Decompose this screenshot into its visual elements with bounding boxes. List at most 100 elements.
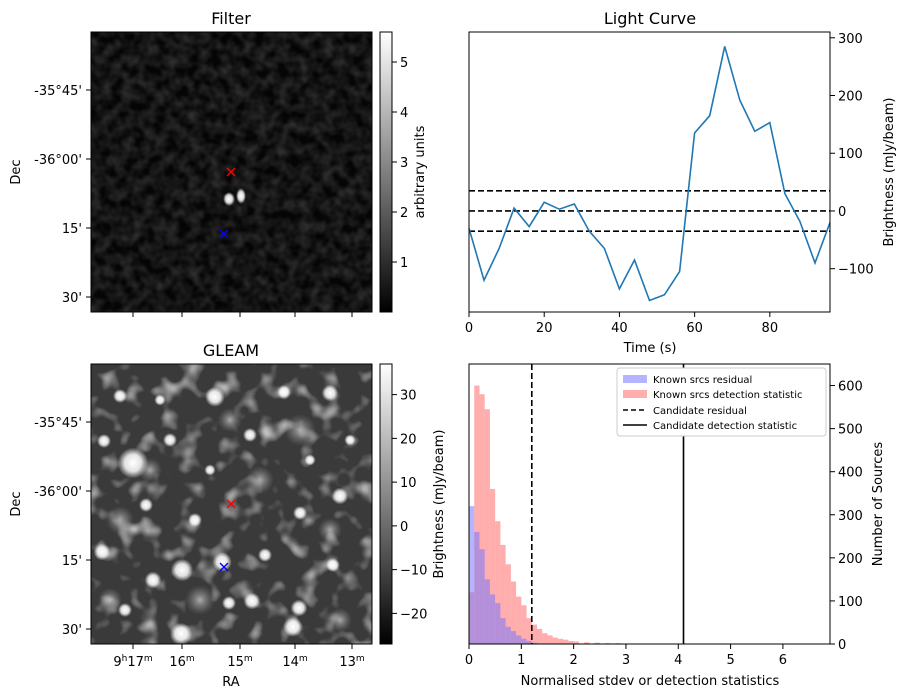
- sky-source: [258, 548, 272, 562]
- x-tick-label: 0: [465, 321, 473, 336]
- residual-bar: [516, 635, 522, 644]
- lightcurve-y-ticks: 300 200 100 0 −100: [830, 32, 874, 278]
- sky-diffuse-emission: [284, 414, 316, 446]
- sky-source: [97, 434, 111, 448]
- y-tick-label: 400: [838, 466, 863, 481]
- gleam-title: GLEAM: [203, 341, 259, 360]
- lightcurve-panel: Light Curve 0 20 40 60 80 300 200 100 0 −100 Tim…: [465, 9, 897, 356]
- dec-tick-label: 30': [62, 291, 82, 306]
- colorbar-tick-label: 4: [400, 106, 408, 121]
- colorbar-tick-label: 10: [400, 476, 417, 491]
- detection-bar: [484, 409, 490, 644]
- dec-tick-label: 30': [62, 623, 82, 638]
- sky-source: [205, 387, 225, 407]
- detection-bar: [557, 638, 564, 644]
- gleam-colorbar-ticks: 30 20 10 0 −10 −20: [392, 389, 427, 622]
- y-tick-label: 200: [838, 90, 863, 105]
- gleam-ylabel: Dec: [9, 491, 24, 516]
- detection-bar: [495, 521, 501, 644]
- histogram-panel: 0 1 2 3 4 5 6 0 100 200 300 400 500 600 Normalised s…: [465, 363, 886, 689]
- dec-tick-label: -36°00': [34, 153, 82, 168]
- filter-colorbar: [379, 31, 393, 313]
- detection-bar: [500, 544, 506, 644]
- ra-tick-label: 14m: [282, 654, 307, 670]
- sky-diffuse-emission: [318, 518, 342, 542]
- detection-bar: [479, 394, 485, 644]
- known-source-marker: [219, 229, 229, 239]
- detection-bar: [542, 633, 548, 644]
- legend-label-candidate-residual: Candidate residual: [653, 406, 747, 417]
- detection-bar: [526, 618, 532, 644]
- filter-panel: Filter -35°45' -36°00' 15' 30' Dec 1 2 3 4 5 ar…: [9, 9, 428, 317]
- residual-bar: [489, 594, 496, 644]
- colorbar-tick-label: 20: [400, 432, 417, 447]
- gleam-colorbar-label: Brightness (mJy/beam): [432, 430, 447, 579]
- lightcurve-xlabel: Time (s): [623, 341, 677, 356]
- filter-colorbar-ticks: 1 2 3 4 5: [392, 56, 408, 271]
- x-tick-label: 40: [611, 321, 628, 336]
- detection-bar: [563, 639, 569, 644]
- detection-bar: [531, 624, 538, 644]
- sky-diffuse-emission: [328, 608, 352, 632]
- filter-y-ticks: -35°45' -36°00' 15' 30': [34, 84, 91, 306]
- y-tick-label: 500: [838, 423, 863, 438]
- gleam-x-ticks: 9h17m 16m 15m 14m 13m: [113, 644, 365, 670]
- filter-ylabel: Dec: [9, 159, 24, 184]
- colorbar-tick-label: 30: [400, 389, 417, 404]
- sky-source: [222, 596, 236, 610]
- detection-bar: [489, 488, 496, 644]
- detection-bar: [510, 581, 517, 644]
- residual-bar: [526, 640, 532, 644]
- residual-bar: [484, 579, 490, 644]
- detection-bar: [594, 642, 600, 644]
- sky-source: [212, 552, 232, 572]
- dec-tick-label: -35°45': [34, 84, 82, 99]
- detection-bar: [537, 628, 543, 644]
- lightcurve-threshold-lines: [469, 189, 830, 232]
- histogram-bars: [469, 385, 632, 644]
- histogram-y-ticks: 0 100 200 300 400 500 600: [830, 380, 863, 653]
- x-tick-label: 0: [465, 653, 473, 668]
- sky-source: [204, 464, 216, 476]
- residual-bar: [479, 549, 485, 644]
- y-tick-label: 0: [838, 205, 846, 220]
- candidate-marker: [226, 167, 236, 177]
- dec-tick-label: 15': [62, 554, 82, 569]
- sky-diffuse-emission: [185, 585, 215, 615]
- filter-frame: [90, 31, 373, 313]
- sky-source: [243, 428, 257, 442]
- sky-source: [293, 506, 307, 520]
- gleam-y-ticks: -35°45' -36°00' 15' 30': [34, 416, 91, 638]
- ra-tick-label: 13m: [339, 654, 364, 670]
- x-tick-label: 60: [686, 321, 703, 336]
- detection-bar: [516, 596, 522, 644]
- x-tick-label: 20: [536, 321, 553, 336]
- sky-source: [118, 603, 132, 617]
- detection-bar: [474, 385, 480, 644]
- x-tick-label: 4: [674, 653, 682, 668]
- sky-source: [290, 599, 308, 617]
- dec-tick-label: -35°45': [34, 416, 82, 431]
- colorbar-tick-label: 5: [400, 56, 408, 71]
- y-tick-label: 600: [838, 380, 863, 395]
- sky-source: [169, 622, 193, 644]
- colorbar-tick-label: −10: [400, 564, 427, 579]
- legend-swatch-detection: [623, 390, 647, 398]
- residual-bar: [469, 506, 475, 644]
- sky-source: [277, 385, 291, 399]
- x-tick-label: 80: [762, 321, 779, 336]
- ra-tick-label: 15m: [227, 654, 252, 670]
- sky-source: [243, 592, 261, 610]
- known-source-marker: [219, 562, 229, 572]
- legend-swatch-residual: [623, 375, 647, 383]
- sky-source: [144, 571, 162, 589]
- colorbar-tick-label: 1: [400, 256, 408, 271]
- filter-colorbar-label: arbitrary units: [413, 125, 428, 218]
- sky-source: [163, 433, 177, 447]
- legend-label-candidate-detection: Candidate detection statistic: [653, 421, 797, 432]
- detection-bar: [547, 635, 553, 644]
- y-tick-label: 300: [838, 509, 863, 524]
- y-tick-label: 100: [838, 595, 863, 610]
- colorbar-tick-label: 3: [400, 156, 408, 171]
